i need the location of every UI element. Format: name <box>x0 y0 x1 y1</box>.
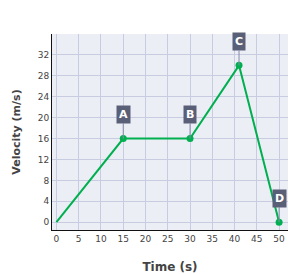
svg-text:0: 0 <box>43 217 49 227</box>
svg-text:20: 20 <box>140 234 152 244</box>
svg-text:30: 30 <box>184 234 196 244</box>
svg-text:4: 4 <box>43 196 49 206</box>
svg-text:5: 5 <box>76 234 82 244</box>
svg-text:15: 15 <box>118 234 129 244</box>
svg-text:A: A <box>119 108 128 121</box>
svg-text:12: 12 <box>38 155 49 165</box>
svg-text:40: 40 <box>229 234 241 244</box>
svg-text:16: 16 <box>38 134 50 144</box>
svg-text:45: 45 <box>251 234 262 244</box>
svg-text:10: 10 <box>95 234 107 244</box>
svg-text:50: 50 <box>273 234 285 244</box>
svg-text:25: 25 <box>162 234 173 244</box>
svg-text:20: 20 <box>38 113 50 123</box>
svg-text:0: 0 <box>54 234 60 244</box>
svg-text:Velocity (m/s): Velocity (m/s) <box>10 89 23 174</box>
svg-text:Time (s): Time (s) <box>142 260 197 274</box>
svg-text:8: 8 <box>43 176 49 186</box>
svg-text:32: 32 <box>38 50 49 60</box>
svg-text:C: C <box>235 35 243 48</box>
svg-text:35: 35 <box>207 234 218 244</box>
svg-text:B: B <box>186 108 194 121</box>
svg-text:28: 28 <box>38 71 50 81</box>
svg-text:D: D <box>275 192 284 205</box>
svg-text:24: 24 <box>38 92 50 102</box>
